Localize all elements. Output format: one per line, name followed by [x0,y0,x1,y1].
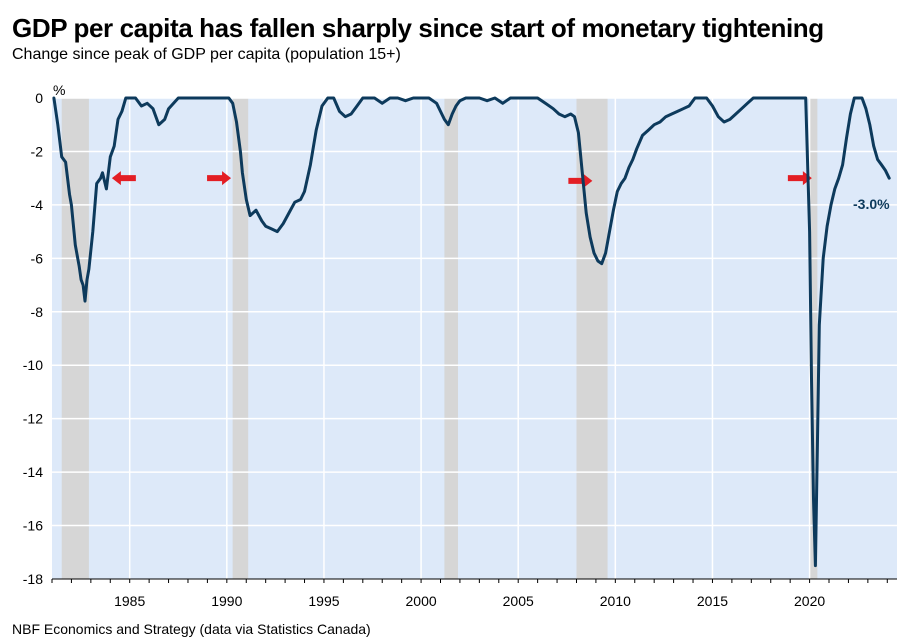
y-tick-label: -2 [31,143,44,159]
arrow-right-icon [568,173,593,188]
recession-band-2 [232,98,249,579]
recession-band-5 [809,98,818,579]
y-tick-label: -16 [23,518,43,534]
y-tick-label: -6 [31,250,44,266]
x-tick-label: 2005 [503,593,534,609]
arrow-annotations [111,171,812,188]
chart-source: NBF Economics and Strategy (data via Sta… [12,621,371,637]
x-tick-label: 1985 [114,593,145,609]
last-value-label: -3.0% [853,196,890,212]
x-tick-label: 2015 [697,593,728,609]
y-tick-label: 0 [35,90,43,106]
chart-title: GDP per capita has fallen sharply since … [12,13,824,43]
plot-background [52,98,897,579]
x-tick-label: 2010 [600,593,631,609]
y-tick-label: -4 [31,197,44,213]
y-tick-label: -18 [23,571,43,587]
chart-subtitle: Change since peak of GDP per capita (pop… [12,46,401,63]
y-tick-label: -14 [23,464,43,480]
recession-band-3 [444,98,458,579]
y-tick-label: -12 [23,411,43,427]
x-tick-label: 1990 [211,593,242,609]
y-tick-label: -8 [31,304,44,320]
series-line-gdp-per-capita [52,96,891,568]
axis-ticks: 0 -2 -4 -6 -8 -10 -12 -14 -16 -18 1985 1990 1995 2000… [23,90,888,609]
arrow-right-icon [207,171,232,186]
arrow-right-icon [787,171,812,186]
y-tick-label: -10 [23,357,43,373]
x-tick-label: 1995 [308,593,339,609]
arrow-left-icon [111,171,136,186]
x-tick-label: 2000 [406,593,437,609]
x-tick-label: 2020 [794,593,825,609]
y-axis-unit-label: % [53,82,65,98]
